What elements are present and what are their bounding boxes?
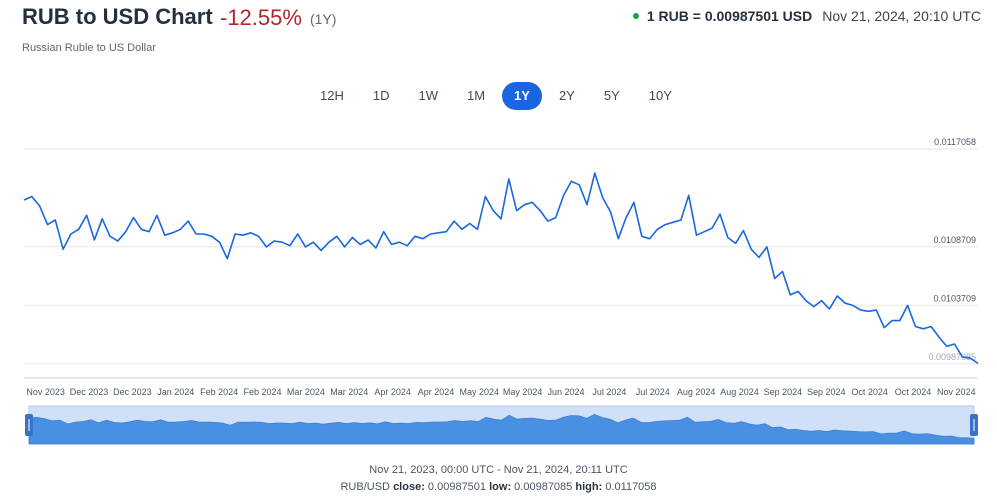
x-tick-label: Apr 2024 [418,387,455,397]
chart-subtitle: Russian Ruble to US Dollar [22,42,156,54]
x-tick-label: Aug 2024 [677,387,716,397]
chart-area[interactable]: 0.0117058 0.0108709 0.0103709 0.00987085 Nov… [0,130,997,400]
chart-header: RUB to USD Chart -12.55% (1Y) 1 RUB = 0.… [22,4,981,34]
y-tick-label: 0.00987085 [928,352,976,362]
tab-10y[interactable]: 10Y [648,88,672,103]
period-label: (1Y) [310,11,337,27]
x-tick-label: Nov 2024 [937,387,976,397]
page-title: RUB to USD Chart [22,4,213,29]
ohlc-summary: RUB/USD close: 0.00987501 low: 0.0098708… [0,479,997,496]
live-indicator-icon [632,13,639,19]
close-label: close: [393,481,425,493]
x-tick-label: Oct 2024 [851,387,888,397]
close-value: 0.00987501 [427,481,487,493]
x-tick-label: Jul 2024 [636,387,670,397]
x-tick-label: Jan 2024 [157,387,194,397]
rate-display: 1 RUB = 0.00987501 USD Nov 21, 2024, 20:… [632,8,981,24]
price-line [23,172,979,365]
low-value: 0.00987085 [514,481,573,493]
y-tick-label: 0.0108709 [933,235,976,245]
tab-12h[interactable]: 12H [320,88,344,103]
tab-1y[interactable]: 1Y [502,82,542,110]
x-tick-label: Oct 2024 [895,387,932,397]
pair-label: RUB/USD [340,481,390,493]
tab-5y[interactable]: 5Y [603,88,620,103]
y-tick-label: 0.0117058 [934,137,976,147]
x-tick-label: Dec 2023 [70,387,109,397]
x-tick-label: Jul 2024 [592,387,626,397]
range-navigator[interactable] [0,404,997,448]
high-label: high: [575,481,603,493]
low-label: low: [489,481,512,493]
chart-footer: Nov 21, 2023, 00:00 UTC - Nov 21, 2024, … [0,462,997,496]
range-tabs: 12H 1D 1W 1M 1Y 2Y 5Y 10Y [308,82,689,110]
price-chart[interactable]: 0.0117058 0.0108709 0.0103709 0.00987085 Nov… [0,130,997,400]
date-range: Nov 21, 2023, 00:00 UTC - Nov 21, 2024, … [369,464,628,476]
x-tick-label: Feb 2024 [200,387,238,397]
x-tick-label: Sep 2024 [764,387,803,397]
x-tick-label: May 2024 [503,387,543,397]
x-tick-label: May 2024 [460,387,500,397]
x-tick-label: Feb 2024 [243,387,281,397]
tab-1w[interactable]: 1W [418,88,438,103]
tab-1d[interactable]: 1D [372,88,390,103]
x-tick-label: Aug 2024 [720,387,759,397]
x-tick-label: Sep 2024 [807,387,846,397]
x-tick-label: Mar 2024 [287,387,325,397]
current-rate: 1 RUB = 0.00987501 USD [646,8,813,24]
tab-1m[interactable]: 1M [466,88,486,103]
high-value: 0.0117058 [605,481,657,493]
x-tick-label: Dec 2023 [113,387,152,397]
y-tick-label: 0.0103709 [933,293,976,303]
tab-2y[interactable]: 2Y [558,88,575,103]
x-tick-label: Apr 2024 [374,387,411,397]
x-tick-label: Mar 2024 [330,387,368,397]
percent-change: -12.55% [220,5,302,30]
x-tick-label: Jun 2024 [548,387,585,397]
navigator-area [28,413,975,445]
rate-timestamp: Nov 21, 2024, 20:10 UTC [822,8,981,24]
x-tick-label: Nov 2023 [26,387,65,397]
